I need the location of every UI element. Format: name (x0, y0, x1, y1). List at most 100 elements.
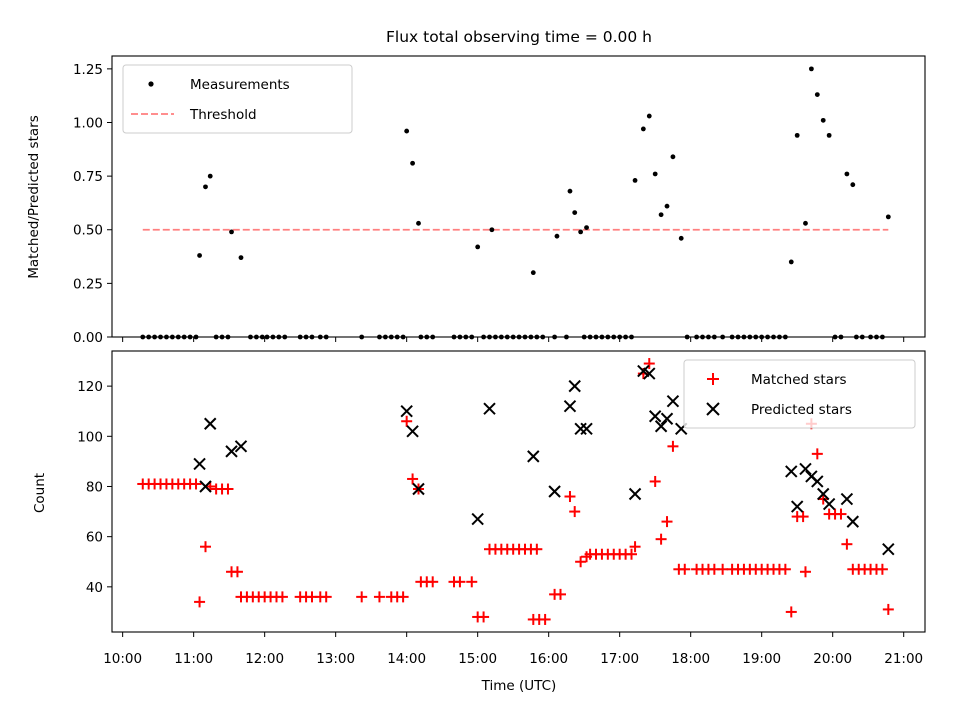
predicted-star-point (666, 394, 680, 408)
legend-matched-label: Matched stars (751, 372, 847, 388)
x-tick-label: 16:00 (529, 651, 568, 667)
matched-star-point (276, 591, 288, 603)
matched-star-point (643, 358, 655, 370)
top-y-tick-label: 0.50 (73, 223, 103, 239)
predicted-star-point (846, 515, 860, 528)
bottom-x-ticks: 10:00 11:00 12:00 13:00 14:00 15:00 16:00 17:00… (103, 632, 923, 667)
matched-star-point (679, 563, 691, 575)
x-tick-label: 18:00 (671, 651, 710, 667)
bottom-y-tick-label: 120 (77, 379, 103, 395)
matched-star-point (841, 538, 853, 550)
measurement-point (572, 210, 578, 215)
matched-star-point (454, 576, 466, 588)
x-tick-label: 19:00 (742, 651, 781, 667)
measurement-point (885, 214, 891, 220)
predicted-star-point (193, 457, 206, 471)
predicted-star-point (648, 410, 662, 423)
top-x-ticks (122, 337, 905, 342)
predicted-star-point (822, 497, 836, 511)
predicted-star-point (406, 425, 419, 438)
measurement-point (640, 126, 646, 132)
matched-star-point (466, 576, 478, 588)
measurement-point (238, 255, 244, 261)
matched-star-point (575, 556, 587, 568)
predicted-star-point (234, 440, 248, 453)
measurement-point (197, 253, 202, 258)
top-axes-frame (111, 55, 926, 338)
x-axis-label: Time (UTC) (481, 678, 557, 694)
bottom-plot-marks (137, 358, 895, 625)
measurement-point (808, 66, 814, 72)
matched-star-point (407, 473, 419, 485)
matched-star-point (655, 533, 667, 545)
predicted-star-point (840, 492, 854, 506)
x-tick-label: 10:00 (103, 651, 142, 667)
measurement-point (207, 173, 213, 179)
matched-star-point (799, 566, 811, 578)
legend-predicted-label: Predicted stars (751, 402, 852, 418)
measurement-point (554, 233, 560, 239)
x-tick-label: 11:00 (174, 651, 213, 667)
predicted-star-point (483, 402, 496, 415)
matched-star-point (199, 541, 211, 553)
predicted-star-point (785, 465, 798, 478)
matched-star-point (539, 613, 551, 625)
predicted-star-point (400, 405, 413, 418)
predicted-star-point (574, 422, 587, 435)
matched-star-point (661, 516, 673, 528)
predicted-star-point (817, 487, 830, 501)
predicted-star-point (568, 379, 581, 393)
bottom-legend: Matched stars Predicted stars (683, 359, 916, 429)
predicted-star-point (471, 512, 484, 526)
top-y-ticks: 0.00 0.25 0.50 0.75 1.00 1.25 (73, 62, 112, 346)
predicted-star-point (563, 399, 577, 413)
legend-measurements-label: Measurements (190, 77, 290, 93)
matched-star-point (667, 440, 679, 452)
predicted-star-point (654, 420, 668, 433)
bottom-y-axis-label: Count (32, 473, 48, 513)
predicted-star-point (412, 482, 425, 496)
x-tick-label: 20:00 (813, 651, 852, 667)
legend-predicted-marker (706, 402, 720, 416)
top-y-tick-label: 1.00 (73, 115, 103, 131)
matched-star-point (231, 566, 243, 578)
measurement-point (803, 220, 808, 226)
measurement-point (229, 229, 234, 235)
matched-star-point (626, 548, 638, 560)
measurement-point (578, 229, 584, 235)
matched-star-point (649, 475, 661, 487)
measurement-point (416, 220, 421, 226)
matched-star-point (555, 588, 567, 600)
matched-star-point (835, 508, 847, 520)
chart-title: Flux total observing time = 0.00 h (386, 28, 652, 46)
predicted-star-point (628, 487, 642, 501)
top-y-tick-label: 1.25 (73, 62, 103, 78)
matched-star-point (222, 483, 234, 495)
measurement-point (203, 184, 208, 190)
x-tick-label: 12:00 (245, 651, 284, 667)
measurement-point (658, 212, 664, 218)
matched-star-point (356, 591, 368, 603)
measurement-point (820, 117, 826, 123)
measurement-point (646, 113, 652, 119)
top-panel: Flux total observing time = 0.00 h 0.000… (26, 28, 926, 346)
measurement-point (678, 235, 684, 241)
x-tick-label: 13:00 (316, 651, 355, 667)
matched-star-point (797, 511, 809, 523)
measurement-point (788, 259, 794, 265)
bottom-y-tick-label: 80 (86, 479, 103, 495)
matched-star-point (373, 591, 385, 603)
predicted-star-point (643, 367, 656, 380)
matched-star-point (876, 563, 888, 575)
matched-star-point (401, 415, 413, 427)
matched-star-point (785, 606, 797, 618)
matched-star-point (397, 591, 409, 603)
matched-star-point (569, 506, 581, 518)
measurement-point (826, 132, 832, 138)
top-legend: Measurements Threshold (122, 64, 353, 134)
matched-star-point (190, 478, 202, 490)
predicted-star-point (204, 417, 217, 430)
predicted-star-point (527, 450, 540, 463)
x-tick-label: 15:00 (458, 651, 497, 667)
predicted-star-point (225, 445, 238, 458)
